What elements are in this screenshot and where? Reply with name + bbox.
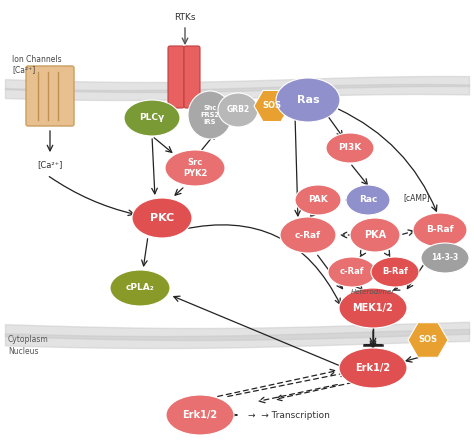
Text: c-Raf: c-Raf: [295, 230, 321, 240]
Text: 14-3-3: 14-3-3: [431, 254, 459, 263]
Text: Src
PYK2: Src PYK2: [183, 158, 207, 178]
Ellipse shape: [371, 257, 419, 287]
Text: MEK1/2: MEK1/2: [353, 303, 393, 313]
Text: c-Raf: c-Raf: [340, 267, 364, 277]
Ellipse shape: [339, 288, 407, 328]
Text: SOS: SOS: [419, 335, 438, 344]
Ellipse shape: [165, 150, 225, 186]
Text: Nucleus: Nucleus: [8, 347, 38, 357]
Text: Erk1/2: Erk1/2: [356, 363, 391, 373]
Polygon shape: [408, 323, 448, 357]
Text: B-Raf: B-Raf: [426, 225, 454, 235]
Text: Heterodimer: Heterodimer: [351, 289, 395, 295]
Text: GRB2: GRB2: [227, 106, 250, 114]
Ellipse shape: [346, 185, 390, 215]
Ellipse shape: [276, 78, 340, 122]
Polygon shape: [254, 91, 290, 122]
Text: [Ca²⁺]: [Ca²⁺]: [12, 65, 35, 75]
Ellipse shape: [295, 185, 341, 215]
Ellipse shape: [132, 198, 192, 238]
Text: B-Raf: B-Raf: [382, 267, 408, 277]
Text: PLCγ: PLCγ: [139, 114, 164, 122]
Ellipse shape: [218, 93, 258, 127]
Text: PI3K: PI3K: [338, 144, 362, 152]
Text: [cAMP]: [cAMP]: [403, 194, 429, 202]
Ellipse shape: [328, 257, 376, 287]
Text: [Ca²⁺]: [Ca²⁺]: [37, 160, 63, 169]
Ellipse shape: [124, 100, 180, 136]
Text: Erk1/2: Erk1/2: [182, 410, 218, 420]
FancyBboxPatch shape: [184, 46, 200, 108]
Text: PAK: PAK: [308, 195, 328, 205]
Text: PKA: PKA: [364, 230, 386, 240]
Text: cPLA₂: cPLA₂: [126, 283, 155, 293]
Ellipse shape: [339, 348, 407, 388]
Text: RTKs: RTKs: [174, 14, 196, 23]
Ellipse shape: [326, 133, 374, 163]
Text: Ras: Ras: [297, 95, 319, 105]
Ellipse shape: [110, 270, 170, 306]
Ellipse shape: [166, 395, 234, 435]
Text: →  → Transcription: → → Transcription: [248, 411, 330, 419]
Text: Ion Channels: Ion Channels: [12, 56, 62, 65]
FancyBboxPatch shape: [168, 46, 184, 108]
Ellipse shape: [421, 243, 469, 273]
Text: PKC: PKC: [150, 213, 174, 223]
Text: Shc
FRS2
IRS: Shc FRS2 IRS: [201, 105, 219, 125]
Ellipse shape: [280, 217, 336, 253]
Ellipse shape: [188, 91, 232, 139]
FancyBboxPatch shape: [26, 66, 74, 126]
Ellipse shape: [350, 218, 400, 252]
Text: SOS: SOS: [263, 102, 282, 110]
Ellipse shape: [413, 213, 467, 247]
Text: Cytoplasm: Cytoplasm: [8, 335, 49, 344]
Text: Rac: Rac: [359, 195, 377, 205]
